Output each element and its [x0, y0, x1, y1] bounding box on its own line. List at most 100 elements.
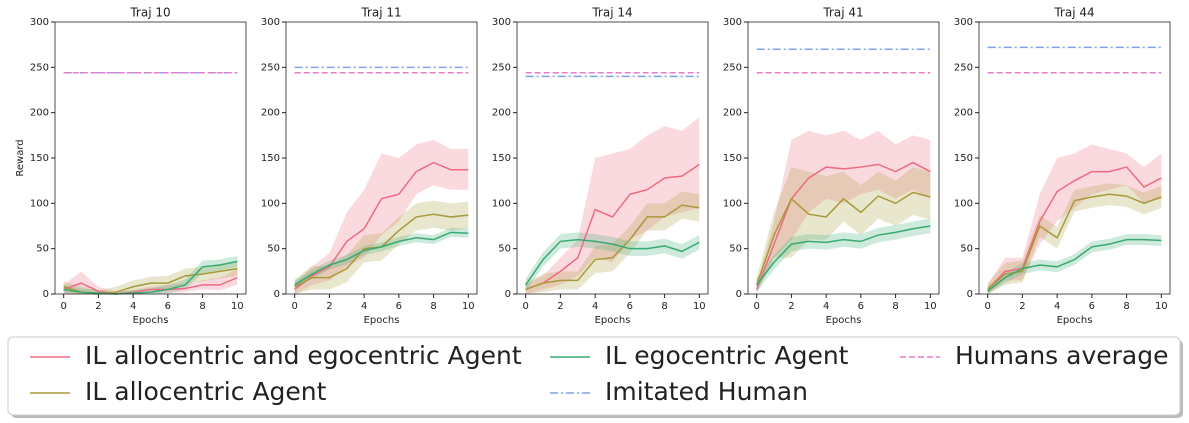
- x-tick-label: 4: [130, 301, 136, 312]
- x-tick-label: 8: [199, 301, 205, 312]
- confidence-band: [63, 255, 238, 294]
- y-axis-label: Reward: [15, 139, 26, 176]
- axes-frame: [747, 21, 940, 295]
- series-line: [63, 260, 238, 295]
- y-tick-label: 250: [954, 62, 973, 73]
- axes-frame: [54, 21, 247, 295]
- y-tick-label: 0: [736, 289, 742, 300]
- x-tick-label: 8: [661, 301, 667, 312]
- y-tick-label: 100: [492, 198, 511, 209]
- x-tick-label: 4: [823, 301, 829, 312]
- x-tick-label: 2: [1019, 301, 1025, 312]
- confidence-band: [525, 117, 700, 294]
- x-tick-label: 2: [557, 301, 563, 312]
- y-tick-label: 100: [954, 198, 973, 209]
- x-tick-label: 6: [1089, 301, 1095, 312]
- x-tick-label: 6: [858, 301, 864, 312]
- x-tick-label: 8: [430, 301, 436, 312]
- x-axis-label: Epochs: [364, 315, 400, 326]
- y-tick-label: 50: [729, 244, 742, 255]
- y-tick-label: 250: [261, 62, 280, 73]
- series-line: [756, 225, 931, 286]
- series-line: [294, 161, 469, 291]
- x-tick-label: 0: [60, 301, 66, 312]
- x-tick-label: 0: [291, 301, 297, 312]
- series-line: [63, 276, 238, 295]
- legend-box: [7, 336, 1181, 416]
- y-tick-label: 300: [723, 17, 742, 28]
- y-tick-label: 300: [30, 17, 49, 28]
- x-tick-label: 0: [753, 301, 759, 312]
- y-tick-label: 200: [492, 108, 511, 119]
- x-tick-label: 10: [924, 301, 937, 312]
- x-tick-label: 6: [627, 301, 633, 312]
- x-tick-label: 10: [693, 301, 706, 312]
- y-tick-label: 250: [723, 62, 742, 73]
- y-tick-label: 50: [498, 244, 511, 255]
- y-tick-label: 250: [30, 62, 49, 73]
- x-tick-label: 8: [892, 301, 898, 312]
- x-tick-label: 6: [165, 301, 171, 312]
- legend-label: IL allocentric and egocentric Agent: [85, 341, 522, 370]
- y-tick-label: 300: [954, 17, 973, 28]
- confidence-band: [756, 167, 931, 293]
- x-tick-label: 6: [396, 301, 402, 312]
- confidence-band: [756, 130, 931, 294]
- y-tick-label: 0: [505, 289, 511, 300]
- confidence-band: [987, 144, 1162, 294]
- confidence-band: [756, 218, 931, 292]
- x-tick-label: 10: [231, 301, 244, 312]
- y-tick-label: 250: [492, 62, 511, 73]
- confidence-band: [294, 227, 469, 290]
- confidence-band: [987, 234, 1162, 294]
- series-line: [525, 163, 700, 291]
- series-line: [987, 238, 1162, 292]
- x-tick-label: 4: [361, 301, 367, 312]
- y-tick-label: 50: [267, 244, 280, 255]
- x-tick-label: 4: [592, 301, 598, 312]
- legend: IL allocentric and egocentric Agent IL al…: [30, 341, 1168, 406]
- confidence-band: [294, 139, 469, 294]
- y-tick-label: 200: [30, 108, 49, 119]
- subplot-title: Traj 14: [591, 6, 632, 20]
- y-tick-label: 100: [30, 198, 49, 209]
- series-line: [525, 204, 700, 291]
- series-line: [525, 238, 700, 286]
- y-tick-label: 0: [967, 289, 973, 300]
- y-tick-label: 100: [261, 198, 280, 209]
- subplot-title: Traj 10: [129, 6, 170, 20]
- legend-label: Humans average: [955, 341, 1168, 370]
- y-tick-label: 200: [954, 108, 973, 119]
- x-tick-label: 4: [1054, 301, 1060, 312]
- y-tick-label: 150: [30, 153, 49, 164]
- subplot-title: Traj 44: [1053, 6, 1094, 20]
- x-axis-label: Epochs: [1057, 315, 1093, 326]
- axes-frame: [978, 21, 1171, 295]
- x-tick-label: 0: [984, 301, 990, 312]
- confidence-band: [987, 183, 1162, 294]
- y-tick-label: 300: [261, 17, 280, 28]
- y-tick-label: 0: [43, 289, 49, 300]
- y-tick-label: 50: [960, 244, 973, 255]
- y-tick-label: 0: [274, 289, 280, 300]
- subplot-title: Traj 41: [822, 6, 863, 20]
- axes-frame: [285, 21, 478, 295]
- y-tick-label: 100: [723, 198, 742, 209]
- y-tick-label: 150: [261, 153, 280, 164]
- x-tick-label: 8: [1123, 301, 1129, 312]
- subplot-title: Traj 11: [360, 6, 401, 20]
- x-axis-label: Epochs: [133, 315, 169, 326]
- y-tick-label: 150: [723, 153, 742, 164]
- x-axis-label: Epochs: [595, 315, 631, 326]
- x-tick-label: 10: [462, 301, 475, 312]
- x-tick-label: 10: [1155, 301, 1168, 312]
- confidence-band: [63, 261, 238, 294]
- y-tick-label: 150: [954, 153, 973, 164]
- axes-frame: [516, 21, 709, 295]
- y-tick-label: 150: [492, 153, 511, 164]
- legend-label: IL egocentric Agent: [605, 341, 849, 370]
- x-tick-label: 2: [788, 301, 794, 312]
- legend-label: Imitated Human: [605, 377, 808, 406]
- y-tick-label: 200: [723, 108, 742, 119]
